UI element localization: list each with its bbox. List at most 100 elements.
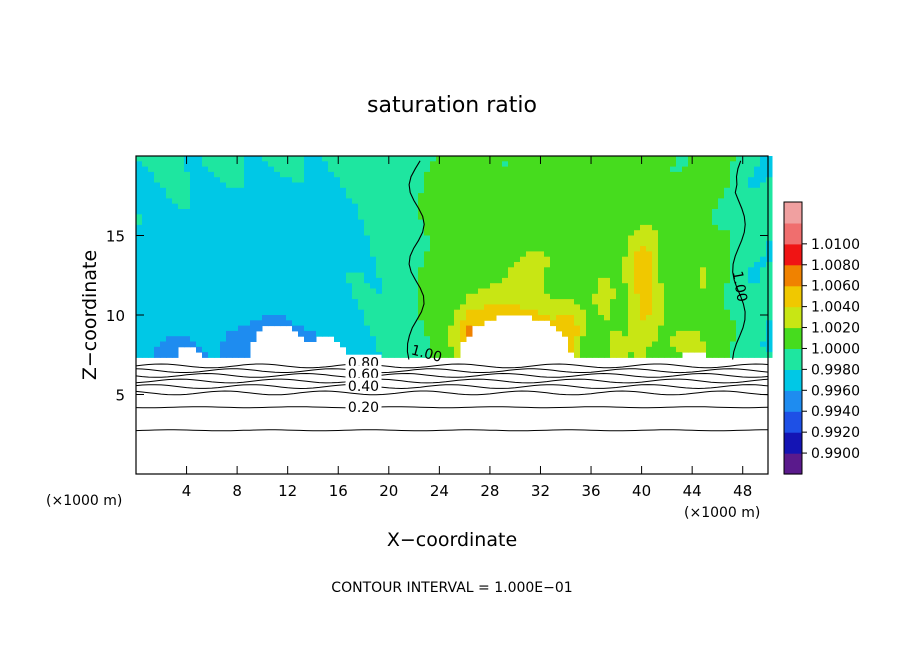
field-cell <box>580 246 587 252</box>
field-cell <box>412 330 419 337</box>
colorbar: 0.99000.99200.99400.99600.99801.00001.00… <box>783 201 860 475</box>
field-cell <box>286 235 293 242</box>
field-cell <box>178 214 185 221</box>
field-cell <box>634 293 641 300</box>
field-cell <box>568 224 575 231</box>
field-cell <box>736 224 743 231</box>
field-cell <box>166 315 173 321</box>
field-cell <box>250 214 257 221</box>
field-cell <box>436 320 443 327</box>
field-cell <box>484 309 491 316</box>
field-cell <box>364 341 371 348</box>
field-cell <box>142 240 149 247</box>
field-cell <box>610 177 617 183</box>
field-cell <box>652 219 659 226</box>
field-cell <box>658 251 665 258</box>
field-cell <box>304 161 311 168</box>
field-cell <box>628 161 635 168</box>
field-cell <box>316 299 323 305</box>
field-cell <box>520 256 527 263</box>
field-cell <box>346 235 353 242</box>
field-cell <box>250 209 257 215</box>
field-cell <box>214 193 221 199</box>
field-cell <box>556 267 563 274</box>
field-cell <box>682 187 689 194</box>
field-cell <box>466 325 473 332</box>
field-cell <box>364 277 371 284</box>
field-cell <box>274 230 281 236</box>
field-cell <box>178 330 185 337</box>
field-cell <box>748 203 755 210</box>
field-cell <box>490 166 497 173</box>
field-cell <box>628 277 635 284</box>
field-cell <box>712 246 719 252</box>
field-cell <box>250 293 257 300</box>
field-cell <box>328 240 335 247</box>
field-cell <box>304 219 311 226</box>
field-cell <box>622 315 629 321</box>
field-cell <box>526 209 533 215</box>
field-cell <box>700 171 707 178</box>
field-cell <box>640 293 647 300</box>
field-cell <box>394 187 401 194</box>
field-cell <box>730 156 737 162</box>
field-cell <box>628 341 635 348</box>
field-cell <box>226 177 233 183</box>
field-cell <box>136 277 143 284</box>
field-cell <box>580 171 587 178</box>
field-cell <box>478 171 485 178</box>
field-cell <box>190 203 197 210</box>
field-cell <box>310 219 317 226</box>
field-cell <box>196 177 203 183</box>
field-cell <box>436 235 443 242</box>
field-cell <box>604 171 611 178</box>
field-cell <box>154 304 161 311</box>
field-cell <box>754 293 761 300</box>
field-cell <box>160 251 167 258</box>
field-cell <box>526 161 533 168</box>
field-cell <box>424 198 431 205</box>
field-cell <box>634 193 641 199</box>
field-cell <box>298 267 305 274</box>
field-cell <box>616 156 623 162</box>
field-cell <box>232 177 239 183</box>
field-cell <box>166 209 173 215</box>
field-cell <box>280 161 287 168</box>
field-cell <box>238 251 245 258</box>
field-cell <box>172 214 179 221</box>
field-cell <box>700 251 707 258</box>
field-cell <box>424 262 431 268</box>
field-cell <box>214 272 221 279</box>
field-cell <box>520 161 527 168</box>
field-cell <box>418 256 425 263</box>
field-cell <box>400 272 407 279</box>
field-cell <box>484 299 491 305</box>
field-cell <box>412 336 419 342</box>
field-cell <box>334 203 341 210</box>
field-cell <box>268 272 275 279</box>
field-cell <box>352 182 359 189</box>
field-cell <box>262 309 269 316</box>
field-cell <box>568 315 575 321</box>
field-cell <box>376 177 383 183</box>
field-cell <box>418 330 425 337</box>
field-cell <box>346 336 353 342</box>
field-cell <box>304 251 311 258</box>
field-cell <box>706 304 713 311</box>
field-cell <box>232 240 239 247</box>
field-cell <box>376 267 383 274</box>
field-cell <box>382 277 389 284</box>
field-cell <box>340 198 347 205</box>
field-cell <box>202 156 209 162</box>
field-cell <box>412 283 419 289</box>
field-cell <box>364 209 371 215</box>
field-cell <box>262 177 269 183</box>
field-cell <box>322 293 329 300</box>
field-cell <box>388 224 395 231</box>
field-cell <box>454 230 461 236</box>
field-cell <box>652 193 659 199</box>
field-cell <box>358 283 365 289</box>
field-cell <box>232 352 239 358</box>
field-cell <box>244 166 251 173</box>
field-cell <box>436 288 443 295</box>
